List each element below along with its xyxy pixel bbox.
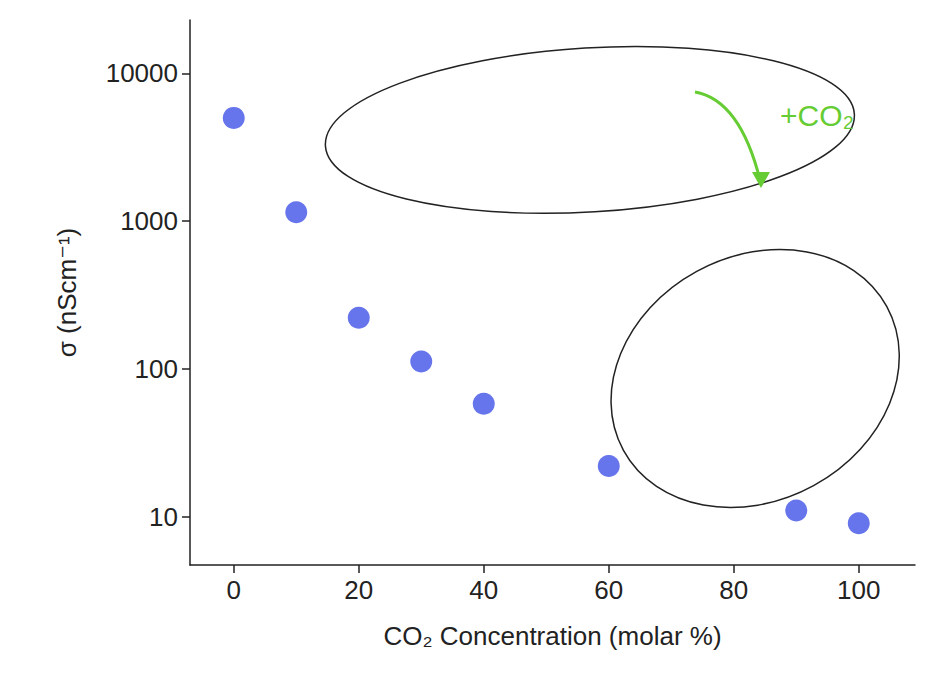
svg-text:80: 80 (719, 575, 748, 605)
svg-text:20: 20 (344, 575, 373, 605)
svg-text:100: 100 (135, 354, 178, 384)
svg-text:1000: 1000 (120, 206, 178, 236)
svg-text:+CO₂: +CO₂ (780, 99, 854, 132)
svg-text:10000: 10000 (106, 58, 178, 88)
svg-text:10: 10 (149, 502, 178, 532)
svg-text:60: 60 (594, 575, 623, 605)
svg-text:0: 0 (227, 575, 241, 605)
svg-text:σ (nScm⁻¹): σ (nScm⁻¹) (52, 228, 82, 357)
svg-text:100: 100 (837, 575, 880, 605)
svg-text:40: 40 (469, 575, 498, 605)
svg-text:CO₂ Concentration (molar %): CO₂ Concentration (molar %) (383, 621, 721, 651)
